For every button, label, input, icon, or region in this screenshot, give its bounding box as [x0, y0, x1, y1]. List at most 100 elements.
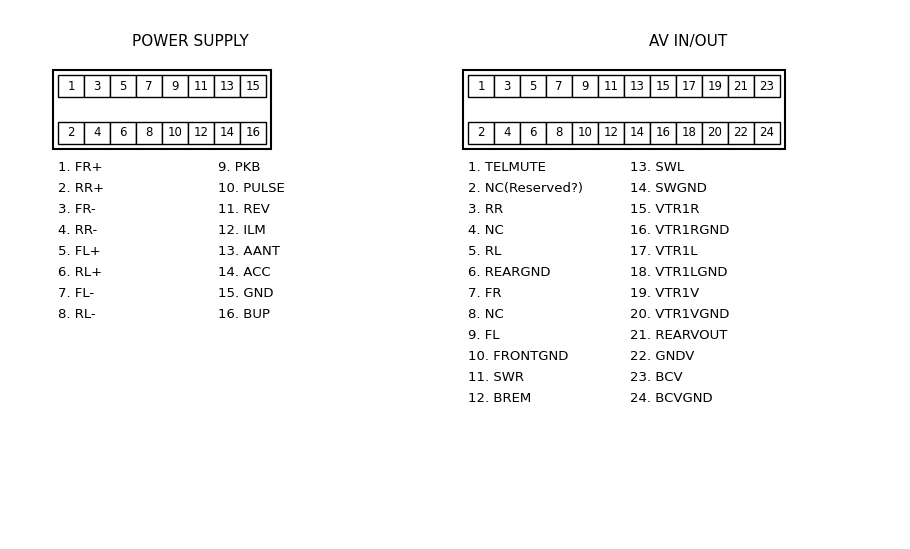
Text: 10: 10 [578, 126, 592, 139]
Text: 13. AANT: 13. AANT [218, 245, 280, 258]
Bar [728, 75, 754, 97]
Text: 3. RR: 3. RR [468, 203, 503, 216]
Text: 7. FL-: 7. FL- [58, 287, 94, 300]
Text: 11: 11 [603, 80, 619, 92]
Text: 9. FL: 9. FL [468, 329, 500, 342]
Text: 11: 11 [194, 80, 208, 92]
Text: 6: 6 [530, 126, 537, 139]
Bar [162, 122, 188, 144]
Text: 5: 5 [530, 80, 537, 92]
Text: 14. SWGND: 14. SWGND [630, 182, 707, 195]
Bar [240, 122, 266, 144]
Bar [53, 70, 271, 149]
Text: 1: 1 [67, 80, 75, 92]
Text: 4. NC: 4. NC [468, 224, 504, 237]
Bar [162, 75, 188, 97]
Bar [572, 75, 598, 97]
Bar [463, 70, 785, 149]
Text: 23: 23 [760, 80, 774, 92]
Text: 12: 12 [194, 126, 208, 139]
Text: 12: 12 [603, 126, 619, 139]
Text: 20: 20 [708, 126, 723, 139]
Text: 20. VTR1VGND: 20. VTR1VGND [630, 308, 730, 321]
Bar [136, 75, 162, 97]
Text: 22. GNDV: 22. GNDV [630, 350, 694, 363]
Bar [494, 122, 520, 144]
Text: 8. RL-: 8. RL- [58, 308, 96, 321]
Text: 8: 8 [146, 126, 153, 139]
Text: POWER SUPPLY: POWER SUPPLY [132, 34, 248, 49]
Text: 21: 21 [733, 80, 749, 92]
Text: 1. FR+: 1. FR+ [58, 161, 103, 174]
Text: 16. VTR1RGND: 16. VTR1RGND [630, 224, 730, 237]
Bar [188, 122, 214, 144]
Bar [214, 122, 240, 144]
Text: 14: 14 [219, 126, 235, 139]
Text: 13: 13 [219, 80, 235, 92]
Text: 21. REARVOUT: 21. REARVOUT [630, 329, 727, 342]
Bar [240, 75, 266, 97]
Bar [84, 75, 110, 97]
Text: 22: 22 [733, 126, 749, 139]
Text: 10. FRONTGND: 10. FRONTGND [468, 350, 569, 363]
Bar [58, 122, 84, 144]
Text: 18: 18 [682, 126, 696, 139]
Bar [494, 75, 520, 97]
Bar [214, 75, 240, 97]
Text: 7. FR: 7. FR [468, 287, 501, 300]
Text: 4: 4 [93, 126, 101, 139]
Bar [110, 122, 136, 144]
Text: 17: 17 [682, 80, 696, 92]
Bar [676, 75, 702, 97]
Text: 7: 7 [555, 80, 562, 92]
Bar [702, 122, 728, 144]
Text: 6. RL+: 6. RL+ [58, 266, 102, 279]
Bar [598, 122, 624, 144]
Text: 15. VTR1R: 15. VTR1R [630, 203, 700, 216]
Text: 11. REV: 11. REV [218, 203, 270, 216]
Text: 14: 14 [630, 126, 644, 139]
Text: 1: 1 [477, 80, 485, 92]
Bar [650, 122, 676, 144]
Text: 13. SWL: 13. SWL [630, 161, 684, 174]
Text: 3: 3 [94, 80, 101, 92]
Text: 9: 9 [581, 80, 589, 92]
Text: 5. FL+: 5. FL+ [58, 245, 101, 258]
Text: 2. NC(Reserved?): 2. NC(Reserved?) [468, 182, 583, 195]
Text: 10: 10 [167, 126, 182, 139]
Text: 6: 6 [119, 126, 126, 139]
Text: 3. FR-: 3. FR- [58, 203, 96, 216]
Text: 2. RR+: 2. RR+ [58, 182, 104, 195]
Text: 16. BUP: 16. BUP [218, 308, 270, 321]
Text: 9: 9 [171, 80, 178, 92]
Bar [728, 122, 754, 144]
Text: 15: 15 [246, 80, 260, 92]
Bar [84, 122, 110, 144]
Text: 16: 16 [655, 126, 671, 139]
Text: 24: 24 [760, 126, 774, 139]
Text: 8. NC: 8. NC [468, 308, 504, 321]
Text: 6. REARGND: 6. REARGND [468, 266, 551, 279]
Bar [546, 122, 572, 144]
Text: 19: 19 [707, 80, 723, 92]
Text: 10. PULSE: 10. PULSE [218, 182, 285, 195]
Bar [188, 75, 214, 97]
Text: 12. BREM: 12. BREM [468, 392, 531, 405]
Bar [754, 75, 780, 97]
Text: AV IN/OUT: AV IN/OUT [649, 34, 727, 49]
Bar [754, 122, 780, 144]
Text: 14. ACC: 14. ACC [218, 266, 270, 279]
Text: 2: 2 [67, 126, 75, 139]
Text: 15. GND: 15. GND [218, 287, 274, 300]
Text: 16: 16 [246, 126, 260, 139]
Bar [468, 122, 494, 144]
Text: 15: 15 [655, 80, 671, 92]
Bar [572, 122, 598, 144]
Text: 13: 13 [630, 80, 644, 92]
Bar [624, 75, 650, 97]
Bar [546, 75, 572, 97]
Text: 11. SWR: 11. SWR [468, 371, 524, 384]
Text: 9. PKB: 9. PKB [218, 161, 260, 174]
Text: 24. BCVGND: 24. BCVGND [630, 392, 713, 405]
Text: 5: 5 [119, 80, 126, 92]
